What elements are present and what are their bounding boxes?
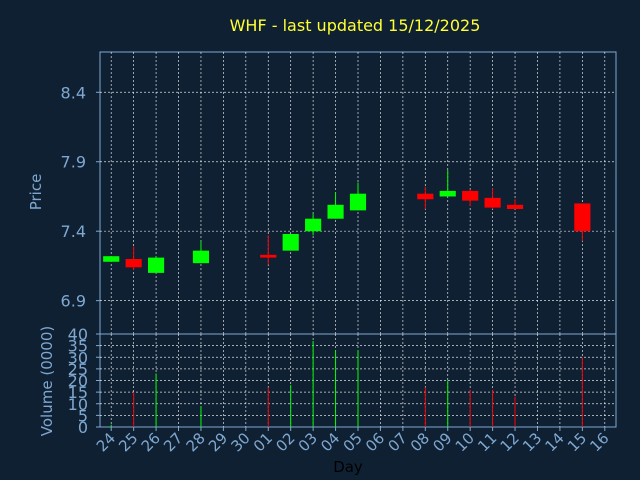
- volume-tick-label: 40: [68, 325, 88, 344]
- candle-body: [125, 258, 142, 268]
- volume-axis-label: Volume (0000): [38, 326, 56, 436]
- candle-body: [103, 256, 120, 262]
- candle-body: [484, 197, 501, 208]
- volume-tick-label: 25: [68, 360, 88, 379]
- volume-tick-label: 10: [68, 395, 88, 414]
- candle-body: [260, 254, 277, 258]
- volume-tick-label: 0: [78, 418, 88, 437]
- candle-body: [349, 193, 367, 211]
- chart-title: WHF - last updated 15/12/2025: [230, 16, 481, 35]
- volume-tick-label: 5: [78, 406, 88, 425]
- volume-tick-label: 15: [68, 383, 88, 402]
- candle-body: [417, 193, 434, 200]
- volume-tick-label: 20: [68, 372, 88, 391]
- price-axis-label: Price: [27, 174, 45, 211]
- day-axis-label: Day: [333, 458, 363, 476]
- price-tick-label: 6.9: [61, 292, 86, 311]
- price-tick-label: 8.4: [61, 83, 86, 102]
- candle-body: [439, 190, 456, 197]
- candle-body: [282, 233, 299, 251]
- candle-body: [148, 257, 165, 273]
- candle-body: [462, 190, 479, 201]
- price-tick-label: 7.9: [61, 153, 86, 172]
- candle-body: [305, 218, 322, 232]
- volume-tick-label: 35: [68, 337, 88, 356]
- volume-tick-label: 30: [68, 348, 88, 367]
- price-panel: 6.9 7.4 7.9 8.4: [61, 51, 617, 335]
- price-tick-label: 7.4: [61, 222, 86, 241]
- candle-body: [327, 204, 344, 219]
- candle-body: [506, 204, 524, 209]
- candle-body: [192, 250, 210, 264]
- candle-body: [574, 203, 591, 232]
